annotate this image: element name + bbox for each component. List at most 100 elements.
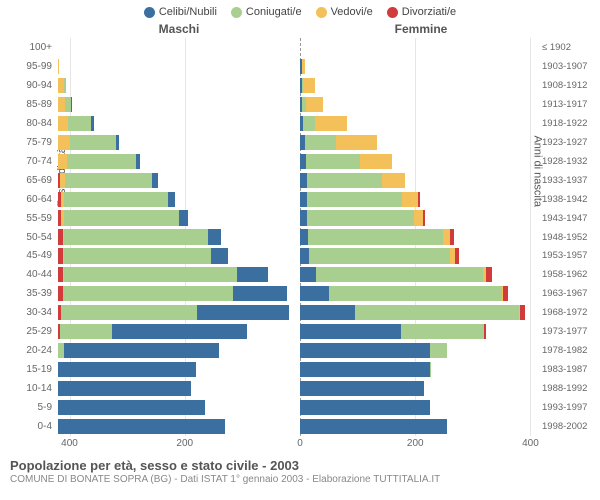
age-label: 45-49 <box>10 250 52 261</box>
segment-married <box>430 343 447 358</box>
segment-single <box>58 419 225 434</box>
segment-married <box>60 324 112 339</box>
legend-label: Divorziati/e <box>402 6 456 18</box>
segment-married <box>67 154 136 169</box>
birth-year-label: 1958-1962 <box>542 269 594 280</box>
age-row: 30-341968-1972 <box>58 303 542 322</box>
bars-female <box>300 286 542 301</box>
legend-item: Celibi/Nubili <box>144 6 217 18</box>
x-tick-label: 400 <box>522 438 539 449</box>
segment-married <box>306 154 361 169</box>
age-row: 0-41998-2002 <box>58 417 542 436</box>
bars-male <box>58 40 300 55</box>
legend-swatch <box>387 7 398 18</box>
age-label: 75-79 <box>10 137 52 148</box>
segment-single <box>152 173 158 188</box>
age-row: 50-541948-1952 <box>58 228 542 247</box>
legend-label: Coniugati/e <box>246 6 302 18</box>
age-label: 55-59 <box>10 213 52 224</box>
age-label: 25-29 <box>10 326 52 337</box>
segment-widowed <box>302 59 305 74</box>
age-label: 70-74 <box>10 156 52 167</box>
x-tick-label: 400 <box>61 438 78 449</box>
segment-married <box>61 305 196 320</box>
bars-female <box>300 40 542 55</box>
age-label: 50-54 <box>10 232 52 243</box>
age-label: 5-9 <box>10 402 52 413</box>
bars-male <box>58 419 300 434</box>
bars-male <box>58 324 300 339</box>
bars-female <box>300 116 542 131</box>
segment-married <box>64 210 179 225</box>
birth-year-label: 1983-1987 <box>542 364 594 375</box>
birth-year-label: 1908-1912 <box>542 80 594 91</box>
bars-female <box>300 154 542 169</box>
segment-married <box>430 362 431 377</box>
x-axis: 4002000200400 <box>58 438 542 452</box>
segment-single <box>300 210 307 225</box>
bars-male <box>58 78 300 93</box>
age-label: 65-69 <box>10 175 52 186</box>
bars-female <box>300 419 542 434</box>
segment-widowed <box>443 229 450 244</box>
birth-year-label: 1913-1917 <box>542 99 594 110</box>
bars-female <box>300 362 542 377</box>
bars-male <box>58 97 300 112</box>
segment-married <box>401 324 485 339</box>
age-row: 25-291973-1977 <box>58 322 542 341</box>
birth-year-label: 1948-1952 <box>542 232 594 243</box>
birth-year-label: 1923-1927 <box>542 137 594 148</box>
bars-male <box>58 305 300 320</box>
bars-female <box>300 135 542 150</box>
pyramid-rows: 100+≤ 190295-991903-190790-941908-191285… <box>58 38 542 436</box>
segment-single <box>300 267 316 282</box>
segment-widowed <box>360 154 392 169</box>
bars-male <box>58 154 300 169</box>
bars-male <box>58 286 300 301</box>
segment-single <box>168 192 175 207</box>
bars-female <box>300 381 542 396</box>
segment-widowed <box>402 192 418 207</box>
age-label: 15-19 <box>10 364 52 375</box>
segment-single <box>300 229 308 244</box>
legend-item: Divorziati/e <box>387 6 456 18</box>
birth-year-label: 1968-1972 <box>542 307 594 318</box>
legend-swatch <box>144 7 155 18</box>
legend-label: Celibi/Nubili <box>159 6 217 18</box>
bars-male <box>58 381 300 396</box>
segment-married <box>308 229 443 244</box>
segment-single <box>300 305 355 320</box>
segment-married <box>307 210 414 225</box>
segment-single <box>211 248 228 263</box>
segment-widowed <box>336 135 376 150</box>
header-female: Femmine <box>300 22 542 36</box>
segment-divorced <box>450 229 453 244</box>
bars-male <box>58 173 300 188</box>
segment-divorced <box>484 324 486 339</box>
age-row: 55-591943-1947 <box>58 209 542 228</box>
bars-male <box>58 362 300 377</box>
segment-widowed <box>303 78 315 93</box>
legend-item: Coniugati/e <box>231 6 302 18</box>
chart-title: Popolazione per età, sesso e stato civil… <box>10 458 590 473</box>
birth-year-label: 1943-1947 <box>542 213 594 224</box>
segment-single <box>300 362 430 377</box>
bars-female <box>300 305 542 320</box>
birth-year-label: 1918-1922 <box>542 118 594 129</box>
bars-male <box>58 210 300 225</box>
birth-year-label: 1903-1907 <box>542 61 594 72</box>
segment-single <box>237 267 269 282</box>
segment-single <box>91 116 93 131</box>
age-label: 10-14 <box>10 383 52 394</box>
birth-year-label: 1953-1957 <box>542 250 594 261</box>
plot-area: Fasce di età Anni di nascita 100+≤ 19029… <box>58 38 542 436</box>
age-row: 60-641938-1942 <box>58 190 542 209</box>
segment-widowed <box>414 210 423 225</box>
birth-year-label: 1993-1997 <box>542 402 594 413</box>
bars-male <box>58 59 300 74</box>
bars-female <box>300 400 542 415</box>
chart-subtitle: COMUNE DI BONATE SOPRA (BG) - Dati ISTAT… <box>10 474 590 485</box>
segment-married <box>64 78 66 93</box>
age-row: 100+≤ 1902 <box>58 38 542 57</box>
segment-married <box>64 267 237 282</box>
